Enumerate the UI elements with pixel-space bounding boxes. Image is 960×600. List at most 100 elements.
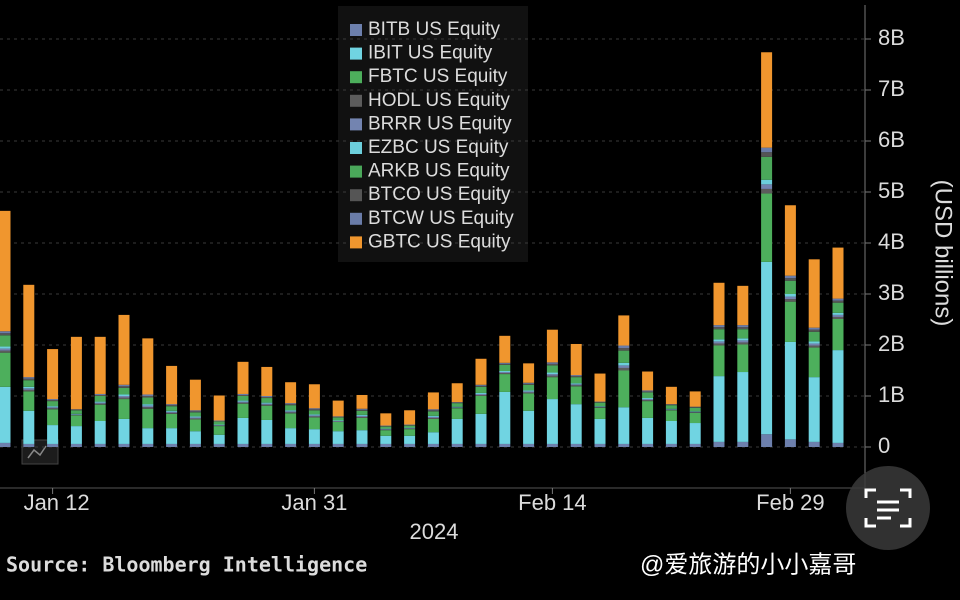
bar-segment [356, 416, 368, 418]
bar-segment [0, 386, 11, 443]
bar-segment [427, 416, 439, 418]
bar-segment [570, 384, 582, 386]
bar-segment [546, 372, 558, 375]
bar-segment [594, 418, 606, 444]
bar-segment [356, 415, 368, 417]
bar-segment [499, 363, 511, 365]
bar-segment [594, 407, 606, 419]
bar-segment [332, 422, 344, 432]
y-tick-label: 5B [878, 178, 905, 203]
bar-segment [523, 384, 535, 391]
bar-segment [523, 383, 535, 385]
bar-segment [237, 400, 249, 402]
y-tick-label: 8B [878, 25, 905, 50]
bar-segment [118, 443, 130, 447]
bar-segment [761, 193, 773, 262]
bar-segment [118, 399, 130, 419]
bar-segment [23, 378, 35, 381]
bar-segment [94, 404, 106, 421]
bar-segment [404, 425, 416, 426]
legend-label: BTCO US Equity [368, 184, 511, 205]
bar-segment [47, 349, 59, 400]
bar-segment [166, 404, 178, 406]
bar-segment [237, 394, 249, 396]
bar-segment [189, 417, 201, 419]
bar-segment [213, 424, 225, 426]
legend-label: BTCW US Equity [368, 208, 514, 229]
bar-segment [213, 434, 225, 444]
legend-swatch [350, 71, 362, 84]
bar-segment [689, 411, 701, 413]
bar-segment [523, 382, 535, 384]
bar-segment [23, 386, 35, 389]
bar-segment [380, 413, 392, 426]
bar-segment [261, 419, 273, 444]
bar-segment [594, 373, 606, 402]
bar-segment [713, 282, 725, 326]
bar-segment [570, 343, 582, 376]
bar-segment [356, 430, 368, 444]
bar-segment [451, 408, 463, 419]
bar-segment [499, 443, 511, 447]
bar-segment [713, 343, 725, 346]
bar-segment [404, 424, 416, 426]
bar-segment [261, 405, 273, 420]
scan-button[interactable] [846, 466, 930, 550]
bar-segment [237, 396, 249, 401]
bar-segment [427, 409, 439, 411]
bar-segment [213, 426, 225, 435]
bar-segment [737, 441, 749, 447]
bar-segment [70, 413, 82, 415]
legend-swatch [350, 236, 362, 249]
bar-segment [427, 417, 439, 419]
bar-segment [737, 327, 749, 330]
bar-segment [832, 302, 844, 313]
bar-segment [665, 405, 677, 409]
bar-segment [142, 396, 154, 398]
bar-segment [761, 156, 773, 180]
bar-segment [570, 376, 582, 378]
bar-segment [546, 362, 558, 364]
bar-segment [808, 341, 820, 344]
bar-segment [808, 347, 820, 378]
bar-segment [332, 416, 344, 417]
bar-segment [713, 325, 725, 328]
legend-label: FBTC US Equity [368, 66, 508, 87]
bar-segment [808, 377, 820, 442]
bar-segment [356, 409, 368, 411]
bar-segment [594, 402, 606, 407]
bar-segment [570, 386, 582, 405]
bar-segment [832, 314, 844, 317]
bar-segment [47, 399, 59, 401]
bar-segment [523, 390, 535, 392]
bar-segment [523, 443, 535, 447]
bar-segment [47, 408, 59, 410]
bar-segment [166, 405, 178, 407]
bar-segment [380, 426, 392, 429]
bar-segment [761, 188, 773, 194]
bar-segment [594, 401, 606, 403]
bar-segment [808, 441, 820, 447]
bar-segment [261, 397, 273, 399]
bar-segment [737, 325, 749, 328]
bar-segment [189, 443, 201, 447]
bar-segment [713, 341, 725, 344]
bar-segment [427, 411, 439, 416]
bar-segment [451, 407, 463, 409]
bar-segment [665, 410, 677, 421]
bar-segment [308, 443, 320, 447]
bar-segment [47, 443, 59, 447]
bar-segment [237, 443, 249, 447]
bar-segment [546, 374, 558, 376]
legend-swatch [350, 24, 362, 36]
bar-segment [261, 396, 273, 398]
bar-segment [70, 336, 82, 410]
bar-segment [189, 412, 201, 417]
bar-segment [261, 398, 273, 403]
bar-segment [784, 205, 796, 276]
bar-segment [665, 443, 677, 447]
bar-segment [784, 294, 796, 297]
bar-segment [665, 386, 677, 405]
bar-segment [570, 383, 582, 385]
